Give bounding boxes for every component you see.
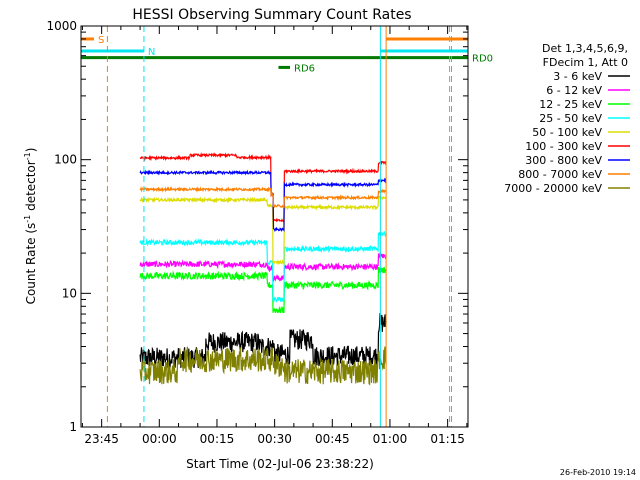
series-line-7 — [139, 185, 387, 209]
marker-layer — [106, 26, 452, 427]
y-tick-label-2: 100 — [54, 153, 77, 167]
flag-label-rd6: RD6 — [294, 63, 315, 74]
y-tick-label-1: 10 — [62, 286, 77, 300]
legend-entry-8: 7000 - 20000 keV — [504, 182, 602, 195]
x-tick-label-5: 01:00 — [373, 432, 408, 446]
y-axis-label-end: ) — [24, 148, 38, 153]
flag-label-s: S — [98, 35, 104, 46]
y-axis: 1 10 100 1000 — [46, 19, 468, 434]
series-line-4 — [139, 195, 387, 266]
series-line-3 — [139, 231, 387, 303]
flag-label-rd0: RD0 — [472, 54, 493, 65]
y-axis-label: Count Rate (s-1 detector-1) — [23, 148, 38, 305]
y-axis-label-main: Count Rate (s — [24, 223, 38, 305]
series-line-1 — [139, 252, 387, 282]
y-axis-label-sup1: -1 — [23, 215, 32, 223]
legend-entry-0: 3 - 6 keV — [553, 70, 602, 83]
x-axis-label: Start Time (02-Jul-06 23:38:22) — [186, 457, 374, 471]
series-line-8 — [139, 346, 387, 386]
legend-header-line-1: Det 1,3,4,5,6,9, — [542, 42, 628, 55]
legend-header-line-2: FDecim 1, Att 0 — [543, 56, 628, 69]
flag-label-n: N — [148, 47, 155, 58]
x-tick-label-6: 01:15 — [430, 432, 465, 446]
legend-entry-4: 50 - 100 keV — [532, 126, 602, 139]
legend-entry-1: 6 - 12 keV — [546, 84, 602, 97]
legend-entry-5: 100 - 300 keV — [525, 140, 602, 153]
series-line-6 — [139, 169, 387, 233]
x-axis: 23:45 00:00 00:15 00:30 00:45 01:00 01:15 — [81, 26, 468, 446]
legend-entry-6: 300 - 800 keV — [525, 154, 602, 167]
series-line-5 — [139, 152, 387, 223]
x-tick-label-2: 00:15 — [200, 432, 235, 446]
y-tick-label-0: 1 — [69, 420, 77, 434]
legend-entry-7: 800 - 7000 keV — [518, 168, 602, 181]
legend-entry-3: 25 - 50 keV — [539, 112, 602, 125]
x-tick-label-3: 00:30 — [257, 432, 292, 446]
x-tick-label-0: 23:45 — [84, 432, 119, 446]
series-layer — [139, 152, 387, 386]
y-tick-label-3: 1000 — [46, 19, 77, 33]
series-line-2 — [139, 266, 387, 314]
legend-entry-2: 12 - 25 keV — [539, 98, 602, 111]
timestamp: 26-Feb-2010 19:14 — [560, 468, 636, 477]
y-axis-label-mid: detector — [24, 160, 38, 215]
chart-title: HESSI Observing Summary Count Rates — [132, 7, 411, 23]
x-tick-label-1: 00:00 — [142, 432, 177, 446]
y-axis-label-sup2: -1 — [23, 152, 32, 160]
legend: Det 1,3,4,5,6,9, FDecim 1, Att 0 3 - 6 k… — [504, 42, 630, 195]
x-tick-label-4: 00:45 — [315, 432, 350, 446]
flag-layer: S N RD0 RD6 — [81, 35, 493, 74]
